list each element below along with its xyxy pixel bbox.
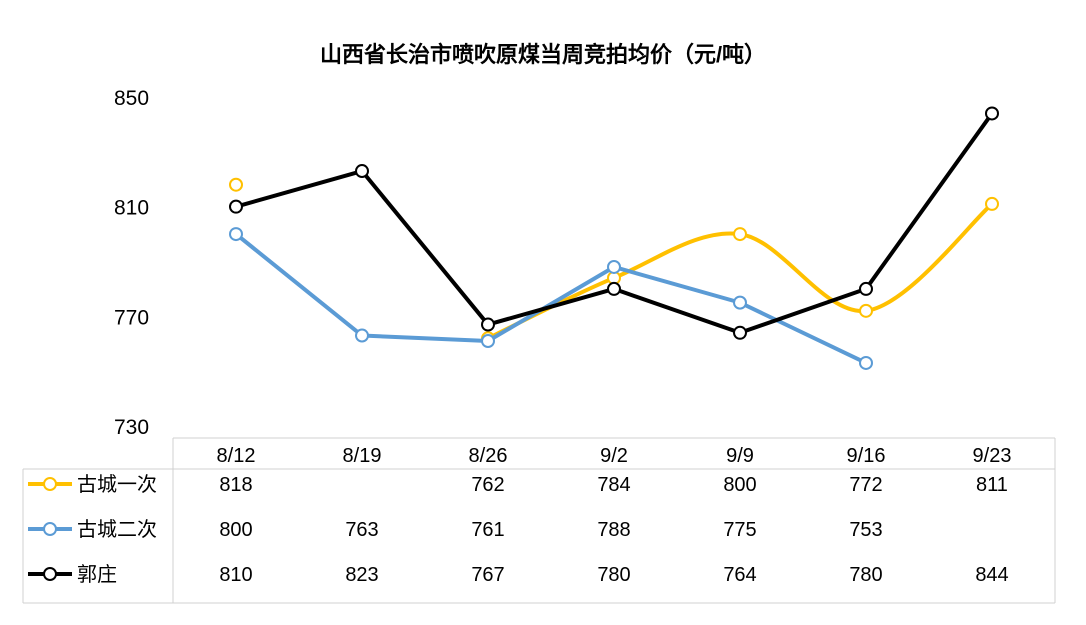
series-line [234, 111, 994, 335]
data-label: 780 [597, 564, 630, 586]
data-label: 818 [219, 474, 252, 496]
data-label: 763 [345, 519, 378, 541]
data-point [859, 355, 873, 370]
data-label: 753 [849, 519, 882, 541]
legend-entry: 古城二次 [77, 518, 157, 541]
series-3 [229, 106, 999, 340]
plot-area [229, 106, 999, 370]
x-tick-label: 8/26 [469, 445, 508, 467]
y-tick-label: 730 [114, 416, 149, 439]
data-label: 844 [975, 564, 1008, 586]
y-tick-label: 810 [114, 197, 149, 220]
data-label: 775 [723, 519, 756, 541]
data-label: 823 [345, 564, 378, 586]
data-label: 764 [723, 564, 756, 586]
data-point [481, 334, 495, 349]
data-point [733, 325, 747, 340]
data-point [481, 317, 495, 332]
data-label: 800 [219, 519, 252, 541]
data-point [229, 227, 243, 242]
y-tick-label: 770 [114, 306, 149, 329]
data-point [607, 259, 621, 274]
x-tick-label: 9/9 [726, 445, 754, 467]
legend-marker [43, 567, 57, 581]
x-tick-label: 9/16 [847, 445, 886, 467]
data-label: 780 [849, 564, 882, 586]
data-point [985, 196, 999, 211]
series-2 [229, 227, 873, 370]
data-label: 788 [597, 519, 630, 541]
data-point [733, 227, 747, 242]
legend-entry: 郭庄 [77, 563, 117, 586]
data-label: 762 [471, 474, 504, 496]
data-point [733, 295, 747, 310]
data-label: 811 [976, 474, 1008, 496]
data-label: 772 [849, 474, 882, 496]
data-point [355, 164, 369, 179]
legend-marker [43, 477, 57, 491]
data-point [985, 106, 999, 121]
data-point [229, 177, 243, 192]
data-point [859, 281, 873, 296]
data-table: 8/12 8/19 8/26 9/2 9/9 9/16 9/23 古城一次 818 762 784 8… [22, 437, 1056, 604]
data-point [355, 328, 369, 343]
data-label: 767 [471, 564, 504, 586]
data-label: 810 [219, 564, 252, 586]
data-label: 800 [723, 474, 756, 496]
x-tick-label: 9/23 [973, 445, 1012, 467]
series-line [486, 201, 994, 341]
y-axis: 730 770 810 850 [114, 87, 149, 439]
chart-title: 山西省长治市喷吹原煤当周竞拍均价（元/吨） [320, 42, 766, 67]
y-tick-label: 850 [114, 87, 149, 110]
data-point [229, 199, 243, 214]
series-line [234, 232, 868, 365]
legend-marker [43, 522, 57, 536]
x-tick-label: 8/19 [343, 445, 382, 467]
data-point [859, 303, 873, 318]
data-point [607, 281, 621, 296]
data-label: 761 [471, 519, 504, 541]
x-tick-label: 8/12 [217, 445, 256, 467]
legend-entry: 古城一次 [77, 473, 157, 496]
x-tick-label: 9/2 [600, 445, 628, 467]
data-label: 784 [597, 474, 630, 496]
